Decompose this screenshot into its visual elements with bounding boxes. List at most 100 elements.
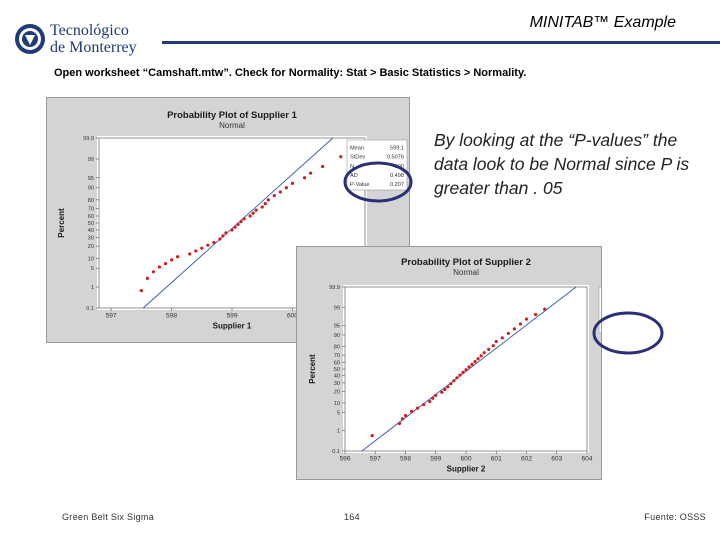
plot1-data-point (239, 220, 243, 224)
pvalue-highlight-ellipse-2 (592, 311, 664, 355)
plot1-y-tick-label: 50 (88, 221, 94, 227)
plot1-data-point (169, 258, 174, 262)
plot1-y-tick-label: 10 (88, 256, 94, 262)
plot2-y-tick-label: 20 (334, 389, 340, 395)
plot1-stats-value: 0.207 (390, 182, 404, 188)
plot2-y-axis-label: Percent (308, 354, 317, 384)
plot2-data-point (461, 370, 465, 374)
plot2-data-point (533, 312, 538, 317)
plot2-data-point (476, 357, 480, 361)
plot1-y-tick-label: 80 (88, 198, 94, 204)
plot2-data-point (470, 362, 474, 366)
plot1-data-point (242, 217, 246, 221)
plot1-x-tick-label: 597 (106, 313, 117, 320)
pvalue-highlight-ellipse-1 (343, 161, 413, 203)
plot1-data-point (260, 205, 264, 209)
plot1-y-tick-label: 70 (88, 207, 94, 213)
plot1-y-tick-label: 30 (88, 235, 94, 241)
plot1-data-point (290, 181, 295, 186)
plot1-data-point (194, 249, 198, 253)
plot1-data-point (254, 208, 258, 212)
plot1-y-tick-label: 1 (91, 285, 94, 291)
plot1-data-point (302, 176, 307, 180)
plot1-y-tick-label: 99 (88, 157, 94, 163)
footer-right: Fuente: OSSS (644, 512, 706, 522)
plot2-y-tick-label: 1 (337, 429, 340, 435)
plot2-x-tick-label: 602 (521, 456, 532, 463)
plot2-y-tick-label: 50 (334, 367, 340, 373)
plot1-data-point (321, 164, 325, 169)
plot1-y-tick-label: 5 (91, 266, 94, 272)
logo-wordmark: Tecnológico de Monterrey (50, 22, 137, 56)
probability-plot-supplier-1: Probability Plot of Supplier 1 Normal 0.1 1… (46, 97, 410, 343)
plot2-data-point (491, 344, 495, 348)
plot1-x-tick-label: 598 (166, 313, 177, 320)
plot2-x-tick-label: 603 (551, 456, 562, 463)
plot2-subtitle: Normal (453, 268, 479, 277)
plot1-stats-value: 599.1 (390, 145, 404, 151)
plot1-stats-value: 0.498 (390, 173, 404, 179)
plot1-y-tick-label: 60 (88, 214, 94, 220)
plot2-data-point (449, 382, 453, 386)
plot2-data-point (455, 376, 459, 380)
plot2-data-point (409, 409, 414, 414)
plot2-y-tick-label: 95 (334, 323, 340, 329)
plot1-data-point (139, 288, 143, 293)
plot1-data-point (175, 255, 180, 259)
plot2-data-point (370, 434, 374, 438)
plot2-y-tick-label: 60 (334, 360, 340, 366)
plot1-data-point (157, 265, 162, 269)
plot1-y-tick-label: 40 (88, 228, 94, 234)
plot2-data-point (464, 368, 468, 372)
plot1-stats-value: 0.5076 (387, 155, 404, 161)
plot1-data-point (248, 214, 252, 218)
plot1-data-point (218, 237, 222, 241)
plot1-data-point (206, 243, 210, 247)
plot1-data-point (339, 155, 343, 159)
plot1-y-tick-label: 20 (88, 244, 94, 250)
plot2-data-point (422, 402, 426, 407)
plot1-y-tick-label: 90 (88, 186, 94, 192)
plot2-data-point (473, 359, 477, 364)
plot1-stats-label: AD (350, 173, 358, 179)
plot2-data-point (443, 387, 447, 392)
logo-text-line1: Tecnológico (50, 22, 129, 39)
plot2-x-tick-label: 599 (430, 456, 441, 463)
plot1-data-point (163, 261, 168, 266)
plot1-stats-label: P-Value (350, 182, 370, 188)
plot1-data-point (278, 190, 282, 194)
plot2-y-tick-label: 5 (337, 411, 340, 417)
plot1-title: Probability Plot of Supplier 1 (167, 110, 298, 121)
plot2-data-point (524, 317, 529, 321)
plot2-data-point (428, 399, 432, 404)
plot2-x-tick-label: 598 (400, 456, 411, 463)
plot2-x-tick-label: 596 (339, 456, 350, 463)
plot1-data-point (263, 201, 267, 206)
plot2-data-point (479, 354, 483, 358)
plot2-y-tick-label: 80 (334, 345, 340, 351)
plot2-data-point (416, 406, 420, 410)
plot1-data-point (236, 222, 240, 226)
plot1-data-point (251, 211, 255, 215)
plot1-data-point (212, 240, 216, 245)
plot2-data-point (403, 413, 408, 418)
slide-title: MINITAB™ Example (529, 14, 676, 31)
plot2-data-point (397, 421, 402, 426)
plot2-data-point (512, 327, 516, 331)
plot1-data-point (200, 246, 204, 250)
plot2-y-tick-label: 0.1 (332, 449, 340, 455)
plot2-y-tick-label: 90 (334, 333, 340, 339)
footer-left: Green Belt Six Sigma (62, 512, 155, 522)
plot2-data-point (543, 307, 547, 311)
plot1-data-point (233, 225, 237, 229)
plot2-data-point (400, 417, 405, 421)
plot2-x-tick-label: 600 (460, 456, 471, 463)
probability-plot-supplier-2: Probability Plot of Supplier 2 Normal 0.1 1… (296, 246, 660, 480)
plot2-x-tick-label: 601 (491, 456, 502, 463)
plot2-y-tick-label: 30 (334, 381, 340, 387)
plot1-stats-label: StDev (350, 155, 365, 161)
plot1-data-point (145, 276, 149, 280)
plot2-data-point (446, 385, 450, 389)
